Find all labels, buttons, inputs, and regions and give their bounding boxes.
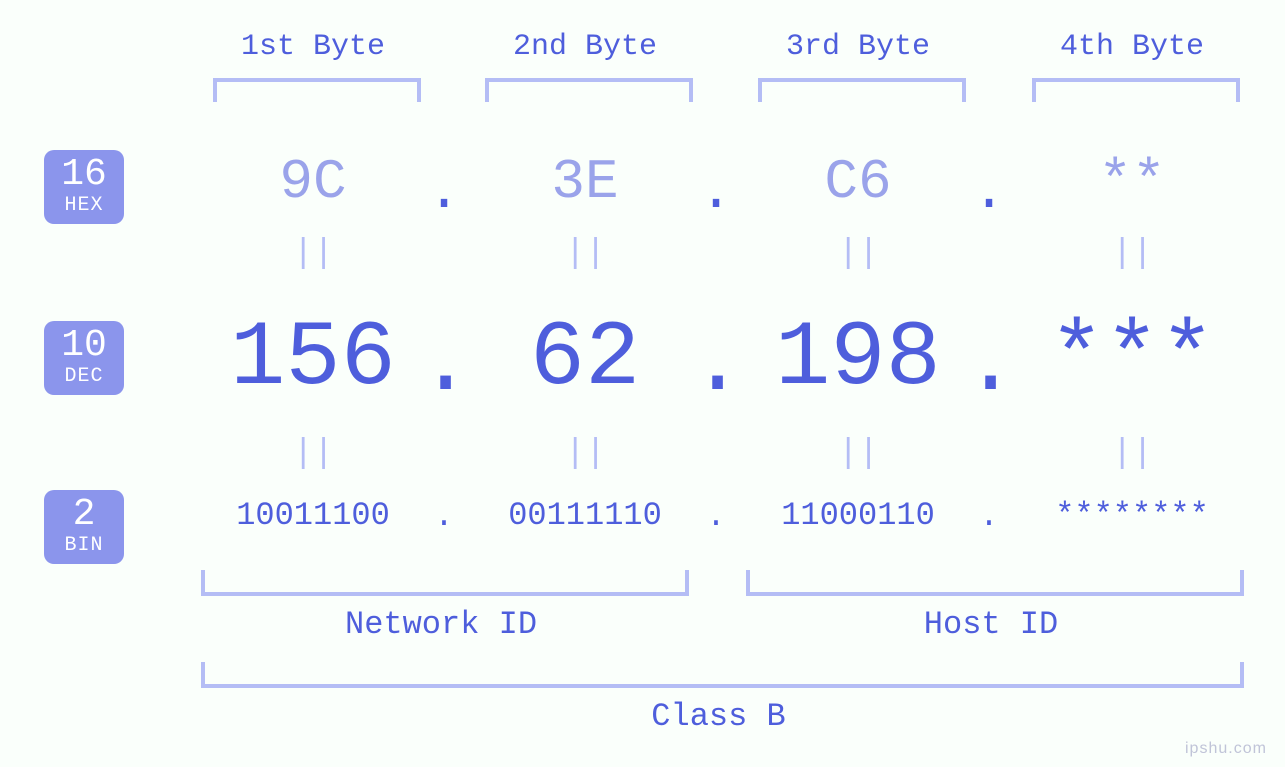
hex-dot-1: . [424,160,464,224]
network-id-label: Network ID [201,606,681,643]
base-badge-dec: 10 DEC [44,321,124,395]
dec-dot-2: . [690,312,742,417]
bin-dot-2: . [701,498,731,535]
base-badge-bin: 2 BIN [44,490,124,564]
bin-byte-3: 11000110 [728,497,988,534]
byte-header-4: 4th Byte [1032,30,1232,64]
eq-hex-dec-2: || [565,235,605,273]
eq-dec-bin-1: || [293,435,333,473]
eq-hex-dec-3: || [838,235,878,273]
byte-bracket-2 [485,78,693,102]
byte-header-1: 1st Byte [213,30,413,64]
hex-dot-2: . [696,160,736,224]
base-badge-bin-num: 2 [44,496,124,534]
byte-bracket-3 [758,78,966,102]
dec-dot-3: . [963,312,1015,417]
watermark: ipshu.com [1185,740,1267,758]
eq-dec-bin-4: || [1112,435,1152,473]
eq-dec-bin-2: || [565,435,605,473]
dec-byte-3: 198 [733,306,983,411]
bin-byte-4: ******** [1002,497,1262,534]
byte-bracket-1 [213,78,421,102]
base-badge-dec-num: 10 [44,327,124,365]
ip-byte-diagram: 1st Byte 2nd Byte 3rd Byte 4th Byte 16 H… [0,0,1285,767]
base-badge-bin-name: BIN [44,534,124,558]
hex-dot-3: . [969,160,1009,224]
base-badge-hex-name: HEX [44,194,124,218]
class-label: Class B [201,698,1236,735]
class-bracket [201,662,1244,688]
dec-byte-4: *** [1007,306,1257,411]
bin-dot-1: . [429,498,459,535]
dec-dot-1: . [418,312,470,417]
dec-byte-1: 156 [188,306,438,411]
base-badge-dec-name: DEC [44,365,124,389]
bin-byte-1: 10011100 [183,497,443,534]
byte-header-2: 2nd Byte [485,30,685,64]
host-id-bracket [746,570,1244,596]
eq-hex-dec-1: || [293,235,333,273]
base-badge-hex-num: 16 [44,156,124,194]
bin-byte-2: 00111110 [455,497,715,534]
host-id-label: Host ID [746,606,1236,643]
network-id-bracket [201,570,689,596]
byte-bracket-4 [1032,78,1240,102]
eq-dec-bin-3: || [838,435,878,473]
base-badge-hex: 16 HEX [44,150,124,224]
bin-dot-3: . [974,498,1004,535]
hex-byte-4: ** [1032,150,1232,214]
hex-byte-1: 9C [213,150,413,214]
hex-byte-3: C6 [758,150,958,214]
eq-hex-dec-4: || [1112,235,1152,273]
byte-header-3: 3rd Byte [758,30,958,64]
hex-byte-2: 3E [485,150,685,214]
dec-byte-2: 62 [460,306,710,411]
